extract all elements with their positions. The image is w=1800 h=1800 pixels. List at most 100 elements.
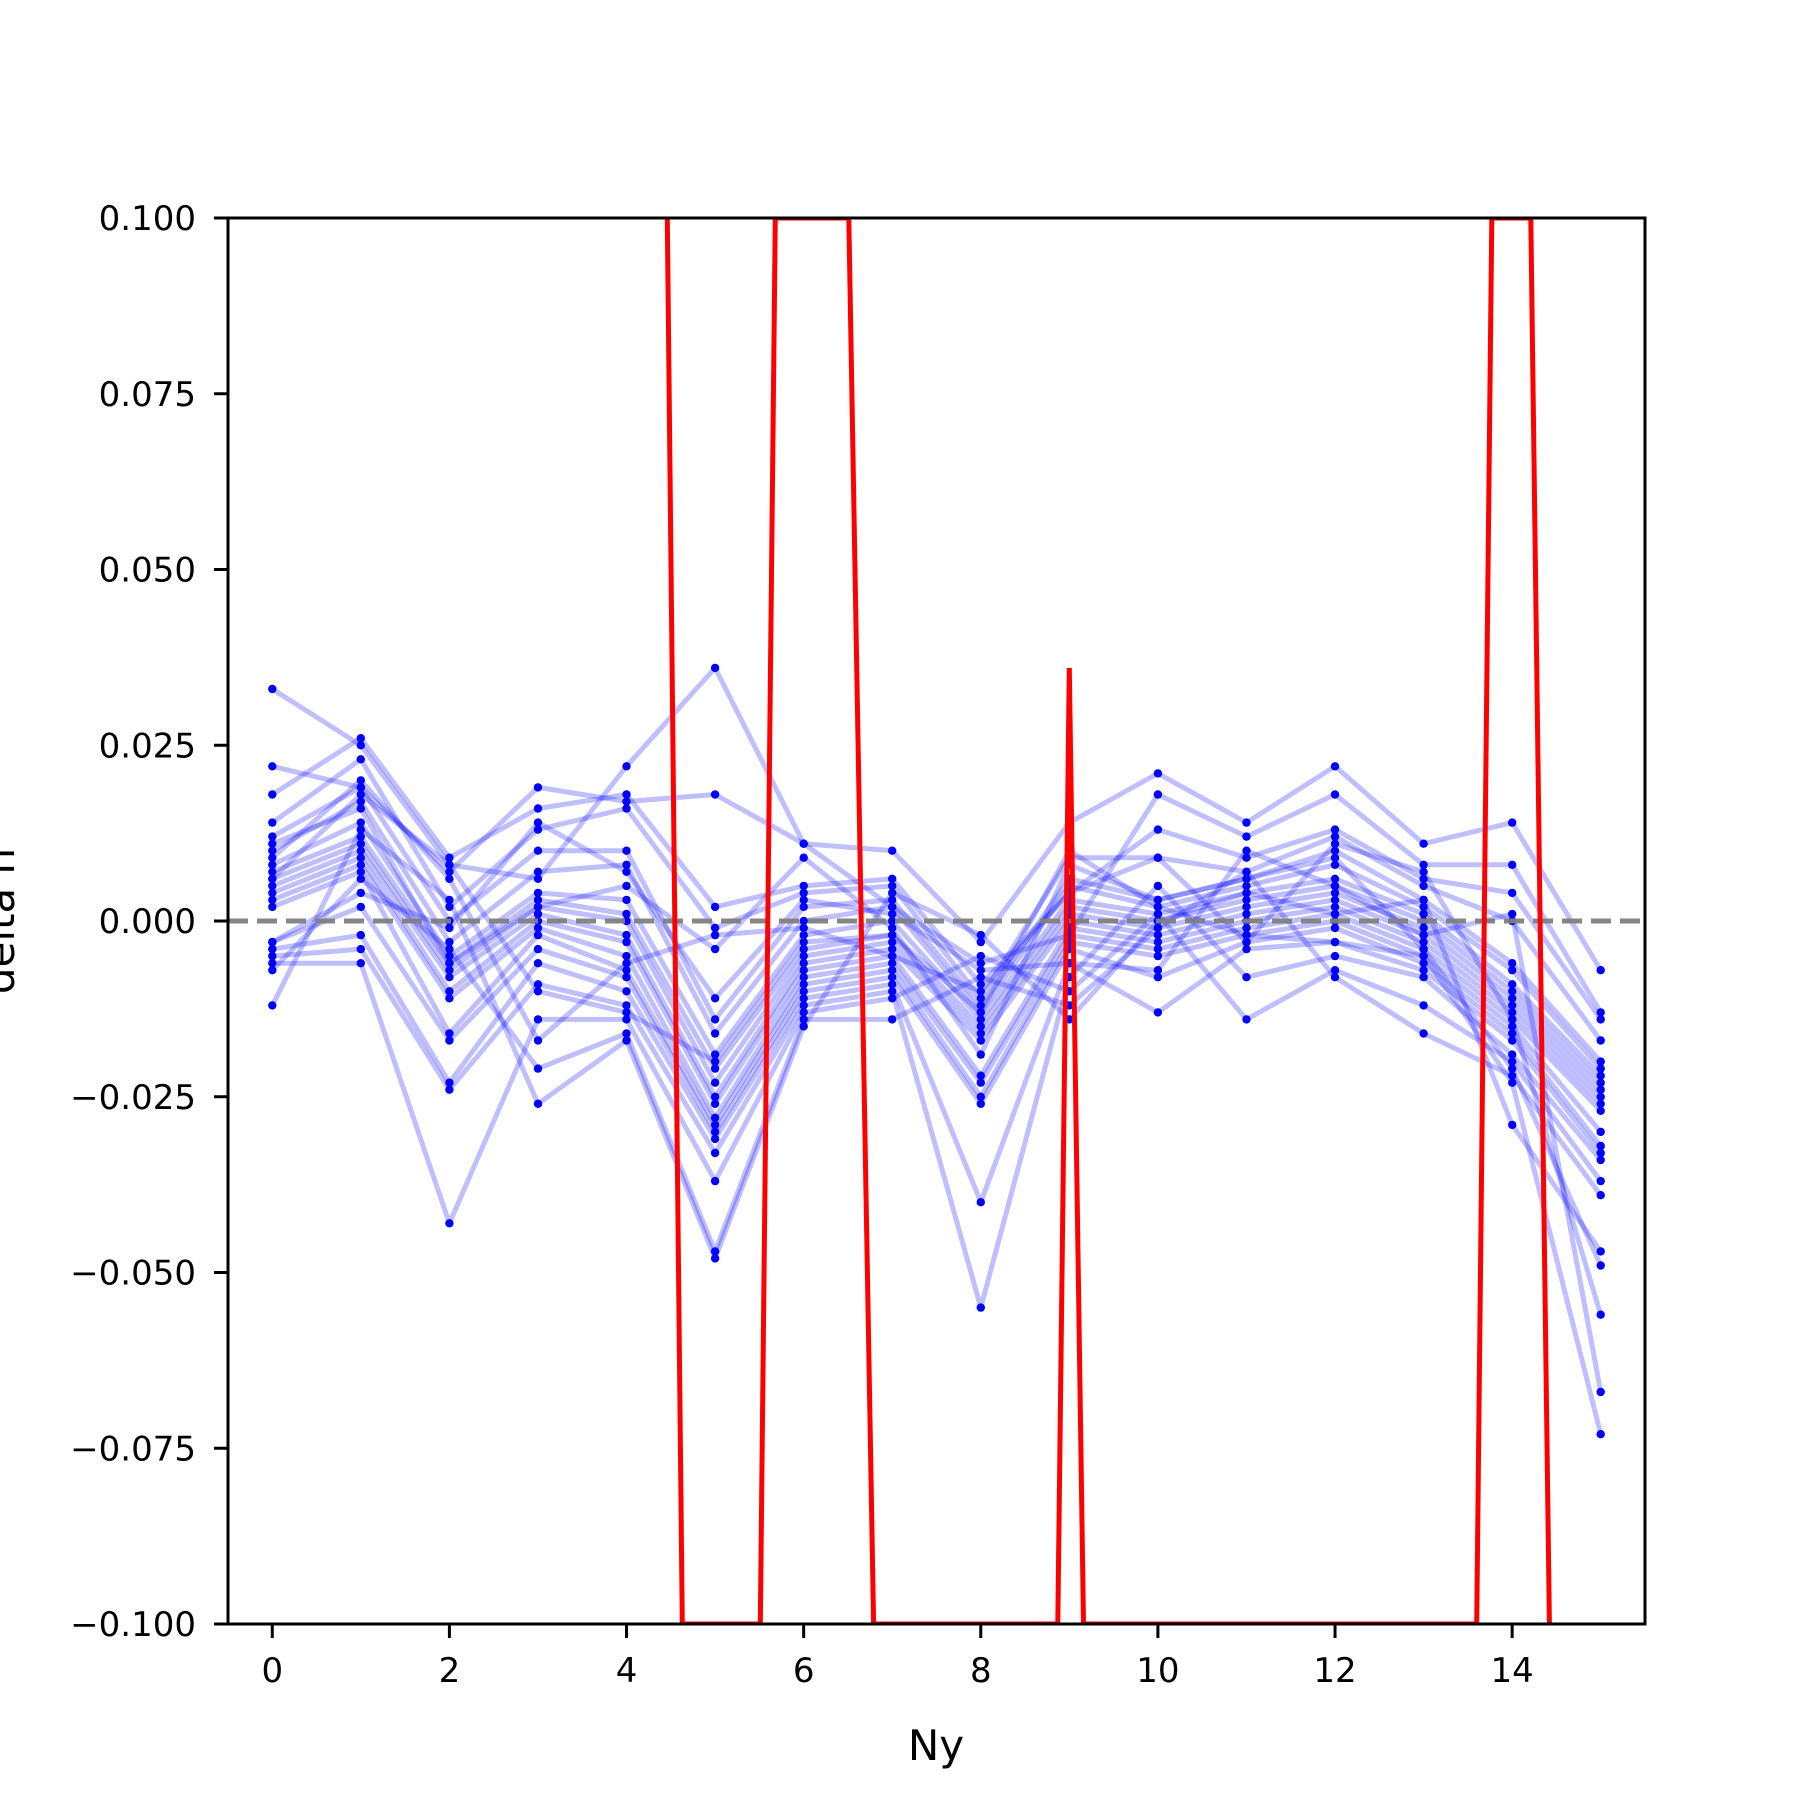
data-point <box>622 951 631 961</box>
data-point <box>888 846 897 855</box>
data-point <box>533 1036 543 1045</box>
data-point <box>799 973 808 982</box>
data-point <box>1419 923 1428 933</box>
data-point <box>799 1001 808 1010</box>
data-point <box>622 867 631 876</box>
data-point <box>888 916 897 926</box>
data-point <box>1419 874 1428 883</box>
data-point <box>1242 853 1251 862</box>
data-point <box>622 987 631 996</box>
series-line <box>271 869 1603 1134</box>
data-point <box>1508 1029 1517 1038</box>
data-point <box>445 874 454 883</box>
data-point <box>1419 895 1428 905</box>
data-point <box>1242 937 1251 947</box>
data-point <box>976 966 985 975</box>
data-point <box>268 966 277 975</box>
data-point <box>1419 937 1428 947</box>
data-point <box>1596 1176 1605 1186</box>
data-point <box>1153 937 1163 947</box>
x-tick-label: 10 <box>1136 1651 1179 1691</box>
data-point <box>888 895 897 905</box>
data-point <box>1596 1008 1605 1017</box>
data-point <box>622 909 631 919</box>
data-point <box>1508 994 1517 1003</box>
data-point <box>1330 846 1340 855</box>
data-point <box>888 930 897 940</box>
series-line <box>270 777 1604 1316</box>
data-point <box>356 790 365 799</box>
y-axis-label: delta n <box>0 848 24 994</box>
data-point <box>1242 832 1251 841</box>
data-point <box>622 1029 631 1038</box>
data-point <box>1419 867 1428 876</box>
data-point <box>356 776 365 785</box>
data-point <box>356 860 365 869</box>
y-tick-label: 0.000 <box>99 902 196 942</box>
data-point <box>710 1050 720 1059</box>
series-line <box>271 862 1603 1121</box>
data-point <box>799 888 808 898</box>
data-point <box>710 1057 720 1066</box>
x-axis-label: Ny <box>908 1721 964 1770</box>
data-point <box>268 867 277 876</box>
data-point <box>1419 973 1428 982</box>
data-point <box>1508 1008 1517 1017</box>
data-point <box>1596 1071 1605 1080</box>
x-axis-ticks: 0 2 4 6 8 10 12 14 <box>261 1624 1534 1691</box>
series-line <box>272 883 1603 1311</box>
data-point <box>976 1303 985 1312</box>
data-point <box>1153 853 1163 862</box>
data-point <box>445 1078 454 1087</box>
data-point <box>622 973 631 982</box>
data-point <box>710 1254 720 1263</box>
data-point <box>1596 1085 1605 1094</box>
data-point <box>1508 1078 1517 1087</box>
data-point <box>1153 951 1163 961</box>
x-tick-label: 0 <box>261 1651 283 1691</box>
data-point <box>888 902 897 912</box>
data-point <box>710 994 720 1003</box>
data-point <box>1242 1015 1251 1024</box>
data-point <box>1153 973 1163 982</box>
data-point <box>1330 860 1340 869</box>
data-point <box>1508 1050 1517 1059</box>
data-point <box>356 839 365 848</box>
data-point <box>1419 909 1428 919</box>
data-point <box>356 853 365 862</box>
data-point <box>799 1022 808 1031</box>
data-point <box>356 825 365 834</box>
data-point <box>1596 1148 1605 1158</box>
data-point <box>1508 1071 1517 1080</box>
data-point <box>710 902 720 912</box>
data-point <box>976 1001 985 1010</box>
data-point <box>622 846 631 855</box>
data-point <box>1508 909 1517 919</box>
y-tick-label: −0.050 <box>70 1254 196 1294</box>
data-point <box>1596 1106 1605 1116</box>
data-point <box>1419 966 1428 975</box>
x-tick-label: 6 <box>793 1651 815 1691</box>
data-point <box>533 1064 543 1073</box>
data-point <box>356 874 365 883</box>
data-point <box>356 959 365 968</box>
data-point <box>533 804 543 813</box>
data-point <box>445 860 454 869</box>
data-point <box>356 867 365 876</box>
data-point <box>888 923 897 933</box>
series-line <box>271 834 1603 1085</box>
data-point <box>356 846 365 855</box>
data-point <box>1508 980 1517 989</box>
data-point <box>888 944 897 954</box>
series-line <box>271 763 1603 1014</box>
data-point <box>356 944 365 954</box>
data-point <box>976 1050 985 1059</box>
data-point <box>268 888 277 898</box>
data-point <box>622 804 631 813</box>
data-point <box>888 987 897 996</box>
x-tick-label: 8 <box>970 1651 992 1691</box>
y-tick-label: 0.050 <box>99 551 196 591</box>
data-point <box>1508 888 1517 898</box>
data-point <box>445 867 454 876</box>
data-point <box>710 1134 720 1144</box>
